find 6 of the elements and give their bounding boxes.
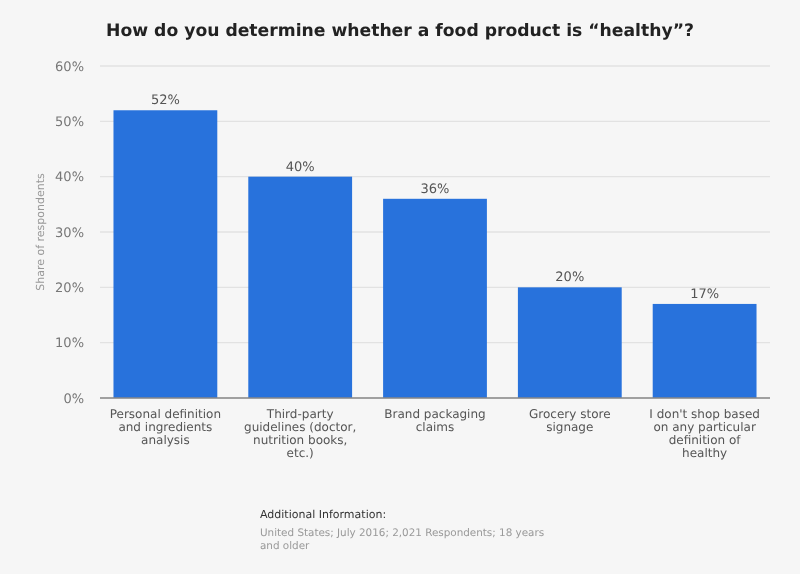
bar	[248, 176, 353, 398]
chart-title: How do you determine whether a food product is “healthy”?	[106, 22, 694, 42]
bar	[383, 198, 487, 398]
bar	[517, 287, 622, 398]
bar	[113, 110, 218, 398]
bar	[652, 303, 757, 398]
